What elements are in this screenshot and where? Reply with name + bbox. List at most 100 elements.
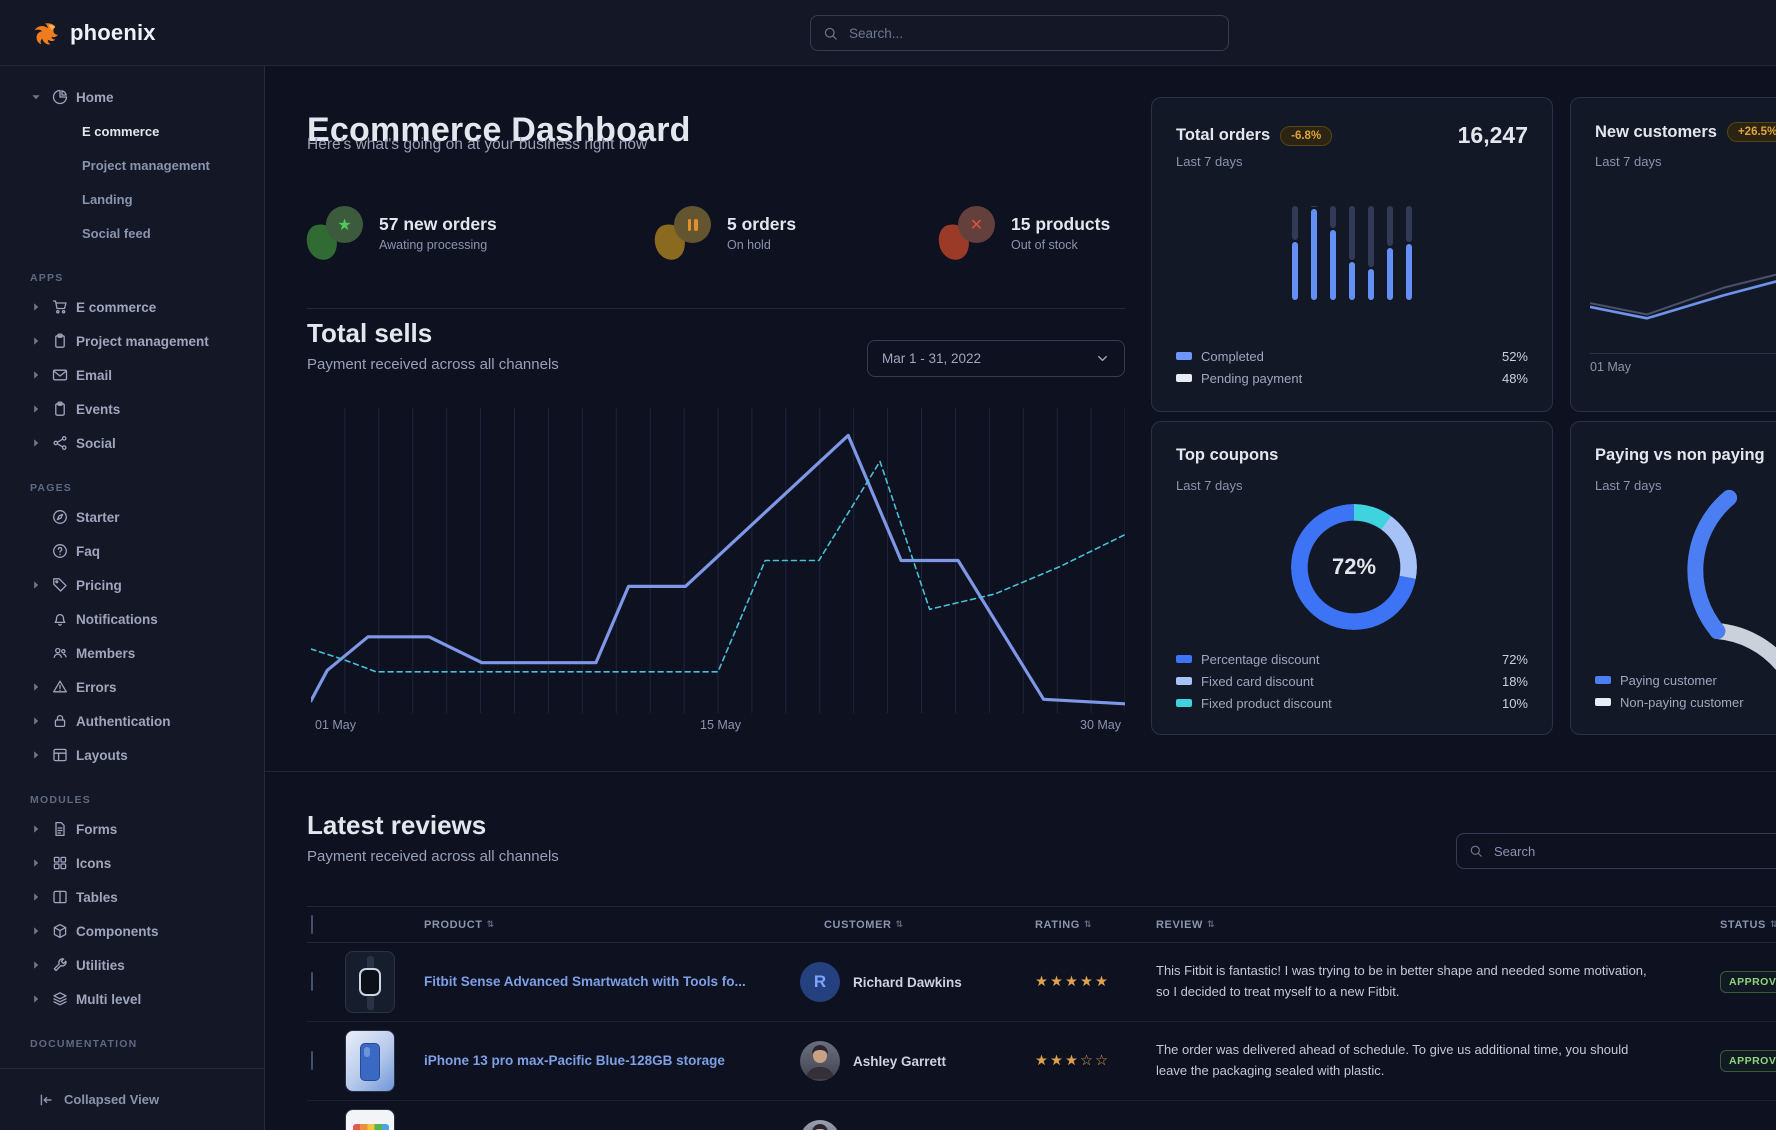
sidebar-item-components[interactable]: Components [0, 914, 264, 948]
rating-stars: ★★★☆☆ [1035, 1053, 1110, 1069]
customer-cell[interactable] [796, 1120, 1031, 1130]
sidebar-item-label: Events [76, 401, 121, 417]
column-header-status[interactable]: STATUS ⇅ [1720, 918, 1776, 931]
sidebar-item-email[interactable]: Email [0, 358, 264, 392]
legend-value: 72% [1501, 651, 1528, 667]
card-period: Last 7 days [1595, 154, 1662, 169]
sidebar-item-authentication[interactable]: Authentication [0, 704, 264, 738]
file-lines-icon [52, 821, 68, 837]
stat-2: 5 orders On hold [650, 206, 796, 264]
top-coupons-card: Top coupons Last 7 days 72% Percentage d… [1151, 421, 1553, 735]
table-row: Fitbit Sense Advanced Smartwatch with To… [307, 943, 1776, 1022]
total-sells-subtitle: Payment received across all channels [307, 356, 559, 373]
paying-legend: Paying customer Non-paying customer [1595, 669, 1776, 713]
legend-swatch [1176, 699, 1192, 707]
card-title: Top coupons [1176, 446, 1279, 464]
sidebar-item-utilities[interactable]: Utilities [0, 948, 264, 982]
users-icon [52, 645, 68, 661]
sidebar-item-label: Forms [76, 821, 118, 837]
page-title: Ecommerce Dashboard [307, 110, 691, 149]
legend-row: Percentage discount 72% [1176, 648, 1528, 670]
layers-icon [52, 991, 68, 1007]
sidebar-item-social[interactable]: Social [0, 426, 264, 460]
product-image[interactable] [345, 951, 395, 1013]
row-checkbox[interactable] [311, 972, 313, 991]
select-all-checkbox[interactable] [311, 914, 313, 934]
customer-cell[interactable]: R Richard Dawkins [796, 962, 1031, 1002]
sidebar-item-pricing[interactable]: Pricing [0, 568, 264, 602]
sidebar-item-layouts[interactable]: Layouts [0, 738, 264, 772]
latest-reviews-title: Latest reviews [307, 810, 487, 840]
sidebar-item-forms[interactable]: Forms [0, 812, 264, 846]
sidebar-item-tables[interactable]: Tables [0, 880, 264, 914]
sidebar-subitem-e-commerce[interactable]: E commerce [82, 123, 160, 139]
legend-swatch [1176, 655, 1192, 663]
sidebar-item-notifications[interactable]: Notifications [0, 602, 264, 636]
status-badge: APPROVED ✓ [1720, 971, 1776, 993]
legend-value: 48% [1501, 370, 1528, 386]
global-search[interactable] [810, 15, 1229, 51]
sidebar-subitem-landing[interactable]: Landing [82, 191, 133, 207]
card-title: New customers [1595, 122, 1717, 141]
column-header-product[interactable]: PRODUCT ⇅ [424, 918, 495, 931]
sidebar-item-home[interactable]: Home [0, 80, 264, 114]
caret-right-icon [28, 577, 44, 593]
sidebar-item-events[interactable]: Events [0, 392, 264, 426]
sidebar-item-label: Pricing [76, 577, 122, 593]
legend-swatch [1595, 698, 1611, 706]
coupons-legend: Percentage discount 72% Fixed card discoun… [1176, 648, 1528, 714]
legend-swatch [1595, 676, 1611, 684]
sidebar-item-starter[interactable]: Starter [0, 500, 264, 534]
sidebar-item-label: Project management [76, 333, 209, 349]
sidebar-item-e-commerce[interactable]: E commerce [0, 290, 264, 324]
column-header-review[interactable]: REVIEW ⇅ [1156, 918, 1216, 931]
bell-icon [52, 611, 68, 627]
sidebar-item-icons[interactable]: Icons [0, 846, 264, 880]
review-text: The order was delivered ahead of schedul… [1156, 1042, 1629, 1078]
sidebar-item-errors[interactable]: Errors [0, 670, 264, 704]
stat-sublabel: Out of stock [1011, 238, 1078, 252]
sidebar-item-label: Tables [76, 889, 118, 905]
table-row: iPhone 13 pro max-Pacific Blue-128GB sto… [307, 1022, 1776, 1101]
rating-stars: ★★★★★ [1035, 974, 1110, 990]
pause-icon [650, 206, 713, 264]
row-checkbox[interactable] [311, 1051, 313, 1070]
reviews-search[interactable] [1456, 833, 1776, 869]
caret-right-icon [28, 991, 44, 1007]
sidebar-item-project-management[interactable]: Project management [0, 324, 264, 358]
column-header-customer[interactable]: CUSTOMER ⇅ [824, 918, 904, 931]
customer-cell[interactable]: Ashley Garrett [796, 1041, 1031, 1081]
circle-question-icon [52, 543, 68, 559]
product-image[interactable] [345, 1109, 395, 1130]
status-badge: APPROVED ✓ [1720, 1050, 1776, 1072]
reviews-search-input[interactable] [1492, 842, 1776, 860]
sidebar-item-label: Multi level [76, 991, 142, 1007]
sidebar-subitem-project-management[interactable]: Project management [82, 157, 210, 173]
wrench-icon [52, 957, 68, 973]
divider [265, 771, 1776, 772]
caret-right-icon [28, 333, 44, 349]
donut-center-value: 72% [1331, 554, 1377, 579]
product-image[interactable] [345, 1030, 395, 1092]
caret-right-icon [28, 435, 44, 451]
chevron-down-icon [1095, 351, 1110, 366]
brand[interactable]: phoenix [30, 18, 156, 48]
column-header-rating[interactable]: RATING ⇅ [1035, 918, 1093, 931]
sidebar-item-label: Home [76, 89, 114, 105]
product-link[interactable]: Fitbit Sense Advanced Smartwatch with To… [424, 973, 746, 989]
sidebar-subitem-social-feed[interactable]: Social feed [82, 225, 151, 241]
compass-icon [52, 509, 68, 525]
legend-value: 18% [1501, 673, 1528, 689]
sidebar-collapse-toggle[interactable]: Collapsed View [0, 1068, 264, 1130]
sidebar-item-members[interactable]: Members [0, 636, 264, 670]
search-input[interactable] [847, 24, 1216, 42]
change-badge: -6.8% [1280, 125, 1333, 146]
product-link[interactable]: iPhone 13 pro max-Pacific Blue-128GB sto… [424, 1052, 725, 1068]
change-badge: +26.5% [1726, 122, 1776, 142]
legend-swatch [1176, 374, 1192, 382]
sidebar-item-faq[interactable]: Faq [0, 534, 264, 568]
date-range-select[interactable]: Mar 1 - 31, 2022 [867, 340, 1125, 377]
legend-label: Non-paying customer [1620, 694, 1744, 710]
sidebar-item-multi-level[interactable]: Multi level [0, 982, 264, 1016]
caret-right-icon [28, 299, 44, 315]
